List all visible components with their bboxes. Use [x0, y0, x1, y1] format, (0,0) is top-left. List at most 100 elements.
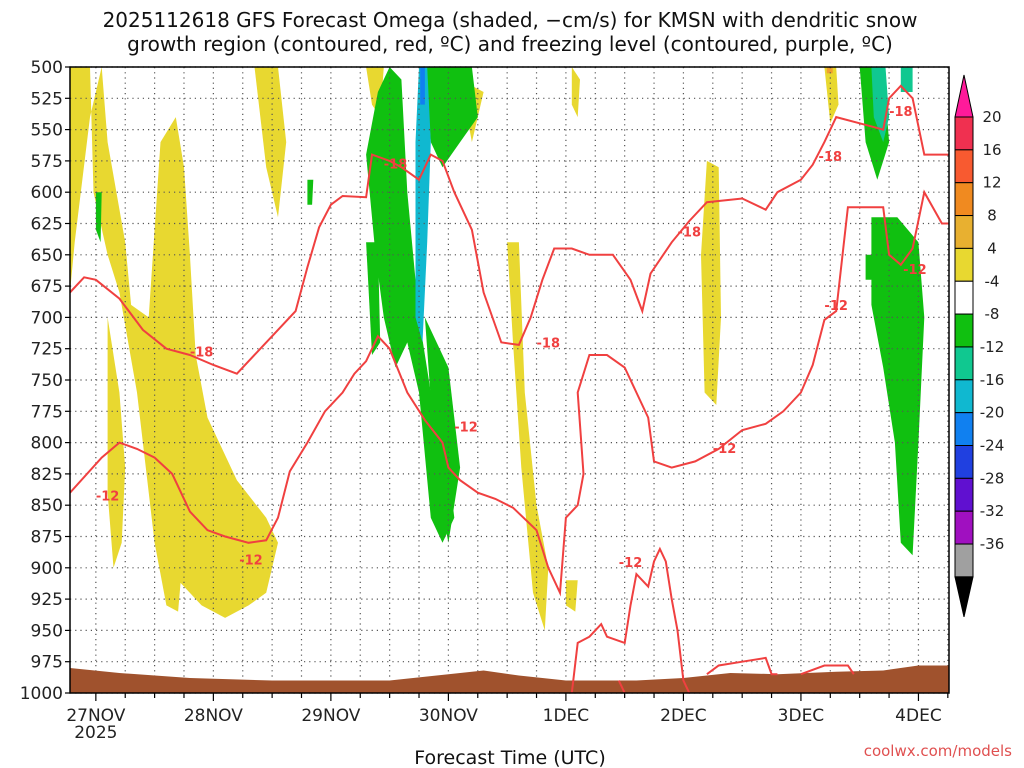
colorbar-swatch — [954, 215, 974, 249]
contour-line — [70, 84, 949, 375]
contour-label: -18 — [537, 337, 561, 352]
contour-label: -18 — [889, 105, 913, 120]
y-axis: 500 525 550 575 600 625 650 675 700 725 750 775 800 8… — [20, 58, 70, 704]
contour-line — [570, 546, 691, 693]
colorbar-label: -4 — [985, 272, 1000, 290]
contour-label: -12 — [454, 421, 478, 436]
colorbar-label: -28 — [980, 469, 1005, 487]
y-tick-label: 950 — [31, 621, 63, 641]
omega-region — [865, 254, 878, 280]
y-tick-label: 800 — [31, 434, 63, 454]
y-tick-label: 1000 — [20, 684, 63, 704]
y-tick-label: 975 — [31, 653, 63, 673]
omega-region — [571, 67, 580, 118]
omega-region — [420, 67, 425, 105]
colorbar-swatch — [954, 510, 974, 545]
colorbar-swatch — [954, 182, 974, 217]
y-tick-label: 775 — [31, 402, 63, 422]
contour-line — [800, 664, 855, 676]
y-tick-label: 675 — [31, 277, 63, 297]
omega-region — [424, 317, 461, 543]
y-tick-label: 825 — [31, 465, 63, 485]
omega-region — [154, 492, 184, 612]
x-axis-label: Forecast Time (UTC) — [414, 747, 605, 768]
ground-area — [70, 665, 949, 693]
y-tick-label: 600 — [31, 183, 63, 203]
y-tick-label: 700 — [31, 308, 63, 328]
colorbar-label: -32 — [980, 502, 1005, 520]
omega-region — [366, 67, 455, 543]
contour-line — [70, 189, 949, 597]
x-tick-sublabel: 2025 — [74, 723, 117, 743]
contour-label: -12 — [713, 442, 737, 457]
colorbar-label: 20 — [982, 108, 1001, 126]
colorbar-top-arrow — [954, 74, 974, 118]
y-tick-label: 525 — [31, 89, 63, 109]
colorbar-swatch — [954, 477, 974, 512]
y-tick-label: 575 — [31, 152, 63, 172]
omega-region — [366, 242, 381, 355]
x-tick-label: 29NOV — [301, 706, 360, 726]
colorbar-label: 4 — [987, 239, 997, 257]
contour-line — [617, 680, 626, 693]
contour-label: -18 — [819, 150, 843, 165]
omega-region — [871, 217, 925, 556]
colorbar-swatch — [954, 247, 974, 282]
colorbar-label: -24 — [980, 437, 1005, 455]
colorbar-swatch — [954, 445, 974, 479]
y-tick-label: 900 — [31, 559, 63, 579]
contour-label: -12 — [239, 553, 263, 568]
x-tick-label: 1DEC — [543, 706, 590, 726]
omega-region — [424, 67, 478, 168]
x-tick-label: 27NOV — [66, 706, 125, 726]
y-tick-label: 925 — [31, 590, 63, 610]
contour-label: -12 — [96, 489, 120, 504]
y-tick-label: 725 — [31, 340, 63, 360]
omega-region — [701, 160, 721, 405]
omega-region — [254, 67, 287, 218]
omega-region — [824, 67, 839, 124]
y-tick-label: 875 — [31, 528, 63, 548]
omega-region — [95, 192, 102, 243]
colorbar-swatch — [954, 313, 974, 348]
x-tick-label: 28NOV — [184, 706, 243, 726]
colorbar-swatch — [954, 543, 974, 578]
colorbar-label: -12 — [980, 338, 1005, 356]
contour-label: -18 — [190, 345, 214, 360]
y-tick-label: 500 — [31, 58, 63, 78]
contour-label: -18 — [678, 225, 702, 240]
omega-shading — [70, 67, 925, 631]
chart-title-line-2: growth region (contoured, red, ºC) and f… — [127, 32, 893, 56]
chart-title-line-1: 2025112618 GFS Forecast Omega (shaded, −… — [103, 8, 918, 32]
omega-region — [565, 580, 578, 612]
y-tick-label: 550 — [31, 121, 63, 141]
x-tick-label: 3DEC — [778, 706, 825, 726]
colorbar-bottom-arrow — [954, 576, 974, 618]
contour-label: -12 — [824, 299, 848, 314]
ground-fill — [70, 665, 949, 693]
colorbar-label: 12 — [982, 174, 1001, 192]
contour-line — [706, 656, 778, 676]
colorbar-swatch — [954, 346, 974, 381]
colorbar-label: -8 — [985, 305, 1000, 323]
colorbar-swatch — [954, 116, 974, 151]
x-tick-label: 4DEC — [895, 706, 942, 726]
y-tick-label: 850 — [31, 496, 63, 516]
contour-label: -12 — [903, 263, 927, 278]
colorbar-label: -20 — [980, 404, 1005, 422]
colorbar-label: -36 — [980, 535, 1005, 553]
colorbar-swatch — [954, 149, 974, 184]
contour-labels: -18 -12 -12 -18 -12 -18 -12 -18 -12 -18 -12 -18 -12 — [96, 105, 927, 571]
x-tick-label: 2DEC — [660, 706, 707, 726]
omega-region — [415, 67, 431, 343]
omega-region — [900, 67, 913, 92]
omega-region — [70, 67, 278, 618]
colorbar-swatch — [954, 280, 974, 315]
dgz-contours — [70, 84, 949, 693]
colorbar-swatch — [954, 379, 974, 414]
colorbar-swatch — [954, 412, 974, 446]
x-tick-label: 30NOV — [419, 706, 478, 726]
colorbar-label: 8 — [987, 207, 997, 225]
